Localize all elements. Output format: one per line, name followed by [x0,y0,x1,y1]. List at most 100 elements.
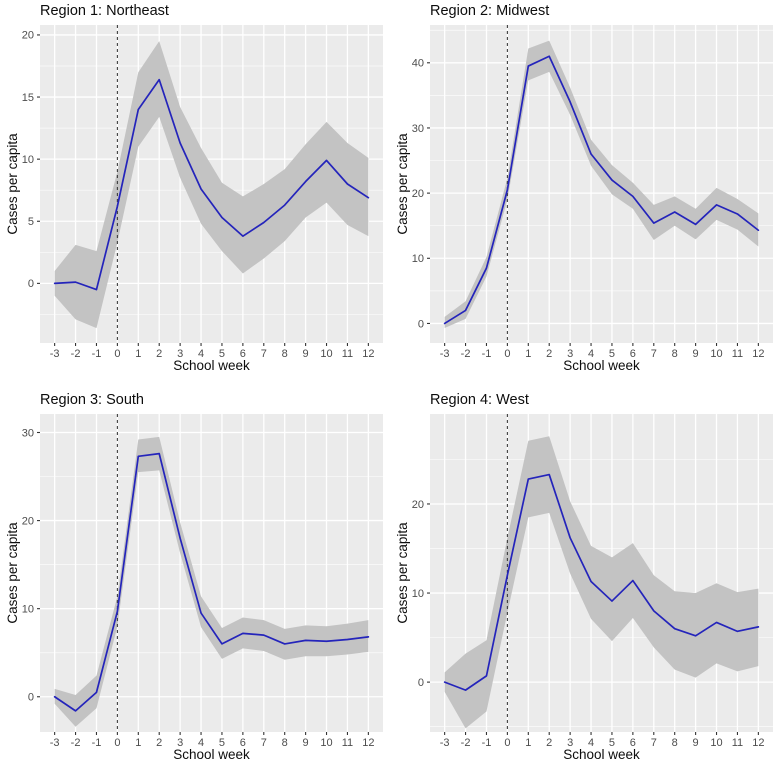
x-tick-label: 2 [546,348,552,360]
x-tick-label: 6 [240,737,246,749]
x-tick-label: -3 [440,348,450,360]
x-tick-label: 2 [156,348,162,360]
cases-line [443,473,760,691]
x-axis-title: School week [563,747,640,762]
panel-background [430,25,773,343]
x-tick-label: 8 [282,348,288,360]
panel-title: Region 1: Northeast [40,3,169,19]
x-tick-label: -3 [50,737,60,749]
x-tick-label: 9 [693,348,699,360]
y-tick-label: 40 [412,58,424,70]
x-tick-label: -2 [461,737,471,749]
x-tick-label: 1 [525,348,531,360]
x-tick-label: 0 [114,737,120,749]
y-tick-label: 0 [28,278,34,290]
y-tick-label: 0 [418,677,424,689]
x-tick-label: 4 [198,737,204,749]
x-tick-label: 9 [303,737,309,749]
x-tick-label: 3 [177,348,183,360]
x-tick-label: 6 [630,737,636,749]
x-tick-label: -3 [440,737,450,749]
x-tick-label: 10 [320,348,332,360]
x-tick-label: -2 [71,348,81,360]
x-tick-label: 7 [651,737,657,749]
panel-title: Region 2: Midwest [430,3,550,19]
x-tick-label: 1 [525,737,531,749]
x-tick-label: 11 [342,348,353,360]
confidence-band [444,436,759,729]
x-tick-label: 1 [135,348,141,360]
x-tick-label: 10 [710,737,722,749]
x-tick-label: 7 [651,348,657,360]
x-tick-label: 6 [630,348,636,360]
y-tick-label: 0 [28,692,34,704]
x-tick-label: 9 [693,737,699,749]
x-tick-label: -1 [482,737,492,749]
x-tick-label: 12 [362,348,374,360]
panel-region-3-south: Region 3: South Cases per capita 0 10 20 30… [0,389,390,778]
x-axis-title: School week [173,358,250,373]
x-tick-label: 3 [567,348,573,360]
x-tick-label: 8 [672,348,678,360]
y-tick-label: 20 [412,499,424,511]
x-tick-label: -1 [482,348,492,360]
y-tick-label: 20 [22,515,34,527]
x-tick-label: -3 [50,348,60,360]
x-tick-label: 7 [261,737,267,749]
y-tick-label: 30 [22,427,34,439]
x-tick-label: 2 [156,737,162,749]
x-tick-label: -2 [461,348,471,360]
x-tick-label: 2 [546,737,552,749]
x-tick-label: 4 [588,737,594,749]
x-axis-title: School week [173,747,250,762]
x-tick-label: 5 [609,737,615,749]
cases-line [443,55,760,325]
y-tick-label: 15 [22,92,34,104]
x-tick-label: 11 [342,737,353,749]
x-tick-label: 5 [219,348,225,360]
y-tick-label: 20 [22,30,34,42]
confidence-band [54,436,369,727]
x-tick-label: 1 [135,737,141,749]
x-tick-label: 12 [752,737,764,749]
confidence-band [444,40,759,329]
y-tick-label: 0 [418,318,424,330]
x-tick-label: 4 [198,348,204,360]
y-tick-label: 10 [22,154,34,166]
y-tick-label: 5 [28,216,34,228]
y-tick-label: 30 [412,123,424,135]
panel-title: Region 4: West [430,392,529,408]
cases-line [53,78,370,291]
x-tick-label: 5 [609,348,615,360]
x-axis-title: School week [563,358,640,373]
x-tick-label: 8 [672,737,678,749]
x-tick-label: 10 [320,737,332,749]
x-tick-label: 11 [732,737,743,749]
x-tick-label: 10 [710,348,722,360]
y-tick-label: 20 [412,188,424,200]
confidence-band [54,41,369,329]
panel-region-2-midwest: Region 2: Midwest Cases per capita 0 10 20… [390,0,780,389]
x-tick-label: 11 [732,348,743,360]
x-tick-label: 12 [362,737,374,749]
x-tick-label: 3 [567,737,573,749]
x-tick-label: -2 [71,737,81,749]
x-tick-label: 0 [504,737,510,749]
y-tick-label: 10 [412,588,424,600]
x-tick-label: 0 [504,348,510,360]
x-tick-label: 6 [240,348,246,360]
x-tick-label: 0 [114,348,120,360]
panel-region-4-west: Region 4: West Cases per capita 0 10 20 -3-… [390,389,780,778]
x-tick-label: 3 [177,737,183,749]
x-tick-label: 9 [303,348,309,360]
y-tick-label: 10 [22,603,34,615]
x-tick-label: -1 [92,348,102,360]
x-tick-label: -1 [92,737,102,749]
panel-title: Region 3: South [40,392,144,408]
